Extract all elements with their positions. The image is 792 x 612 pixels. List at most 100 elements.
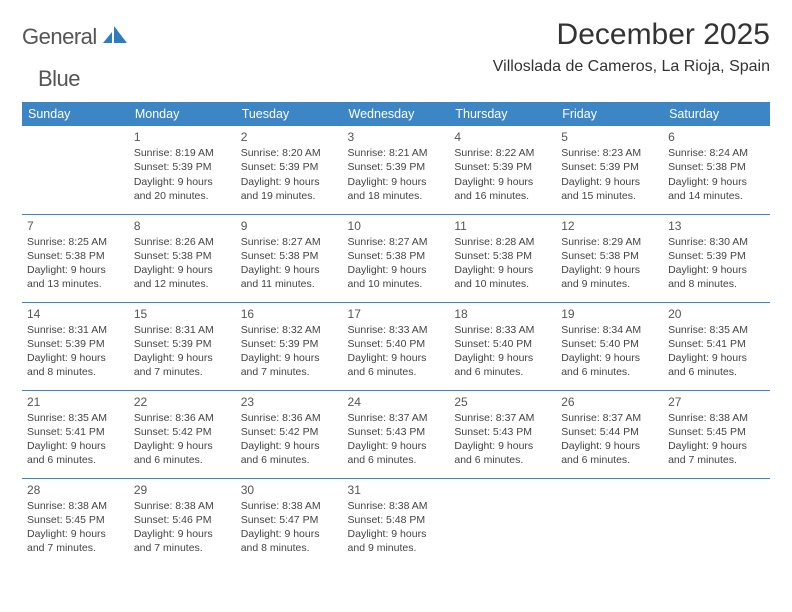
calendar-day-cell: 10Sunrise: 8:27 AMSunset: 5:38 PMDayligh… [343,214,450,302]
sunrise-text: Sunrise: 8:38 AM [241,499,338,513]
day-number: 27 [668,394,765,410]
sunset-text: Sunset: 5:46 PM [134,513,231,527]
sunset-text: Sunset: 5:42 PM [241,425,338,439]
daylight-text: Daylight: 9 hours [241,527,338,541]
sunset-text: Sunset: 5:38 PM [668,160,765,174]
calendar-day-cell: 6Sunrise: 8:24 AMSunset: 5:38 PMDaylight… [663,126,770,214]
daylight-text: Daylight: 9 hours [561,439,658,453]
brand-logo: General [22,18,131,50]
daylight-text: and 6 minutes. [454,365,551,379]
daylight-text: Daylight: 9 hours [348,527,445,541]
daylight-text: and 11 minutes. [241,277,338,291]
day-number: 6 [668,129,765,145]
day-number: 8 [134,218,231,234]
calendar-day-cell: 18Sunrise: 8:33 AMSunset: 5:40 PMDayligh… [449,302,556,390]
sunrise-text: Sunrise: 8:31 AM [134,323,231,337]
daylight-text: Daylight: 9 hours [134,175,231,189]
daylight-text: Daylight: 9 hours [27,527,124,541]
daylight-text: Daylight: 9 hours [561,263,658,277]
calendar-empty-cell [556,478,663,566]
calendar-day-cell: 25Sunrise: 8:37 AMSunset: 5:43 PMDayligh… [449,390,556,478]
calendar-day-cell: 27Sunrise: 8:38 AMSunset: 5:45 PMDayligh… [663,390,770,478]
day-number: 9 [241,218,338,234]
sunrise-text: Sunrise: 8:29 AM [561,235,658,249]
sunset-text: Sunset: 5:38 PM [454,249,551,263]
sunset-text: Sunset: 5:42 PM [134,425,231,439]
day-number: 16 [241,306,338,322]
sunset-text: Sunset: 5:40 PM [561,337,658,351]
sunrise-text: Sunrise: 8:36 AM [241,411,338,425]
daylight-text: Daylight: 9 hours [241,439,338,453]
sunrise-text: Sunrise: 8:30 AM [668,235,765,249]
daylight-text: and 6 minutes. [348,453,445,467]
sunset-text: Sunset: 5:39 PM [561,160,658,174]
sunrise-text: Sunrise: 8:37 AM [348,411,445,425]
sunset-text: Sunset: 5:39 PM [27,337,124,351]
daylight-text: and 7 minutes. [134,365,231,379]
daylight-text: Daylight: 9 hours [134,263,231,277]
daylight-text: Daylight: 9 hours [561,351,658,365]
daylight-text: Daylight: 9 hours [454,263,551,277]
daylight-text: and 6 minutes. [561,365,658,379]
calendar-day-cell: 16Sunrise: 8:32 AMSunset: 5:39 PMDayligh… [236,302,343,390]
daylight-text: and 10 minutes. [348,277,445,291]
calendar-day-cell: 2Sunrise: 8:20 AMSunset: 5:39 PMDaylight… [236,126,343,214]
calendar-day-cell: 5Sunrise: 8:23 AMSunset: 5:39 PMDaylight… [556,126,663,214]
day-number: 13 [668,218,765,234]
day-number: 15 [134,306,231,322]
calendar-day-cell: 30Sunrise: 8:38 AMSunset: 5:47 PMDayligh… [236,478,343,566]
day-number: 19 [561,306,658,322]
sunset-text: Sunset: 5:47 PM [241,513,338,527]
daylight-text: Daylight: 9 hours [348,351,445,365]
daylight-text: and 12 minutes. [134,277,231,291]
weekday-header: Tuesday [236,102,343,126]
sunrise-text: Sunrise: 8:25 AM [27,235,124,249]
daylight-text: Daylight: 9 hours [241,175,338,189]
daylight-text: and 6 minutes. [134,453,231,467]
calendar-day-cell: 24Sunrise: 8:37 AMSunset: 5:43 PMDayligh… [343,390,450,478]
sunrise-text: Sunrise: 8:37 AM [561,411,658,425]
daylight-text: Daylight: 9 hours [668,351,765,365]
day-number: 31 [348,482,445,498]
daylight-text: Daylight: 9 hours [454,175,551,189]
calendar-day-cell: 17Sunrise: 8:33 AMSunset: 5:40 PMDayligh… [343,302,450,390]
daylight-text: Daylight: 9 hours [134,527,231,541]
daylight-text: and 7 minutes. [134,541,231,555]
sunset-text: Sunset: 5:48 PM [348,513,445,527]
sunrise-text: Sunrise: 8:33 AM [348,323,445,337]
calendar-day-cell: 11Sunrise: 8:28 AMSunset: 5:38 PMDayligh… [449,214,556,302]
sunset-text: Sunset: 5:39 PM [668,249,765,263]
sunrise-text: Sunrise: 8:31 AM [27,323,124,337]
day-number: 5 [561,129,658,145]
daylight-text: and 20 minutes. [134,189,231,203]
day-number: 4 [454,129,551,145]
daylight-text: Daylight: 9 hours [668,175,765,189]
calendar-day-cell: 29Sunrise: 8:38 AMSunset: 5:46 PMDayligh… [129,478,236,566]
daylight-text: Daylight: 9 hours [348,175,445,189]
daylight-text: Daylight: 9 hours [134,351,231,365]
weekday-header: Thursday [449,102,556,126]
weekday-header: Saturday [663,102,770,126]
location-label: Villoslada de Cameros, La Rioja, Spain [493,58,770,76]
daylight-text: and 9 minutes. [348,541,445,555]
calendar-day-cell: 15Sunrise: 8:31 AMSunset: 5:39 PMDayligh… [129,302,236,390]
calendar-day-cell: 22Sunrise: 8:36 AMSunset: 5:42 PMDayligh… [129,390,236,478]
day-number: 24 [348,394,445,410]
sunset-text: Sunset: 5:44 PM [561,425,658,439]
calendar-day-cell: 12Sunrise: 8:29 AMSunset: 5:38 PMDayligh… [556,214,663,302]
sunset-text: Sunset: 5:43 PM [454,425,551,439]
daylight-text: Daylight: 9 hours [348,263,445,277]
calendar-week-row: 14Sunrise: 8:31 AMSunset: 5:39 PMDayligh… [22,302,770,390]
day-number: 7 [27,218,124,234]
calendar-table: Sunday Monday Tuesday Wednesday Thursday… [22,102,770,566]
day-number: 3 [348,129,445,145]
calendar-week-row: 21Sunrise: 8:35 AMSunset: 5:41 PMDayligh… [22,390,770,478]
daylight-text: and 6 minutes. [348,365,445,379]
daylight-text: and 16 minutes. [454,189,551,203]
daylight-text: and 19 minutes. [241,189,338,203]
sunrise-text: Sunrise: 8:38 AM [134,499,231,513]
day-number: 30 [241,482,338,498]
daylight-text: and 15 minutes. [561,189,658,203]
calendar-day-cell: 20Sunrise: 8:35 AMSunset: 5:41 PMDayligh… [663,302,770,390]
sunrise-text: Sunrise: 8:32 AM [241,323,338,337]
